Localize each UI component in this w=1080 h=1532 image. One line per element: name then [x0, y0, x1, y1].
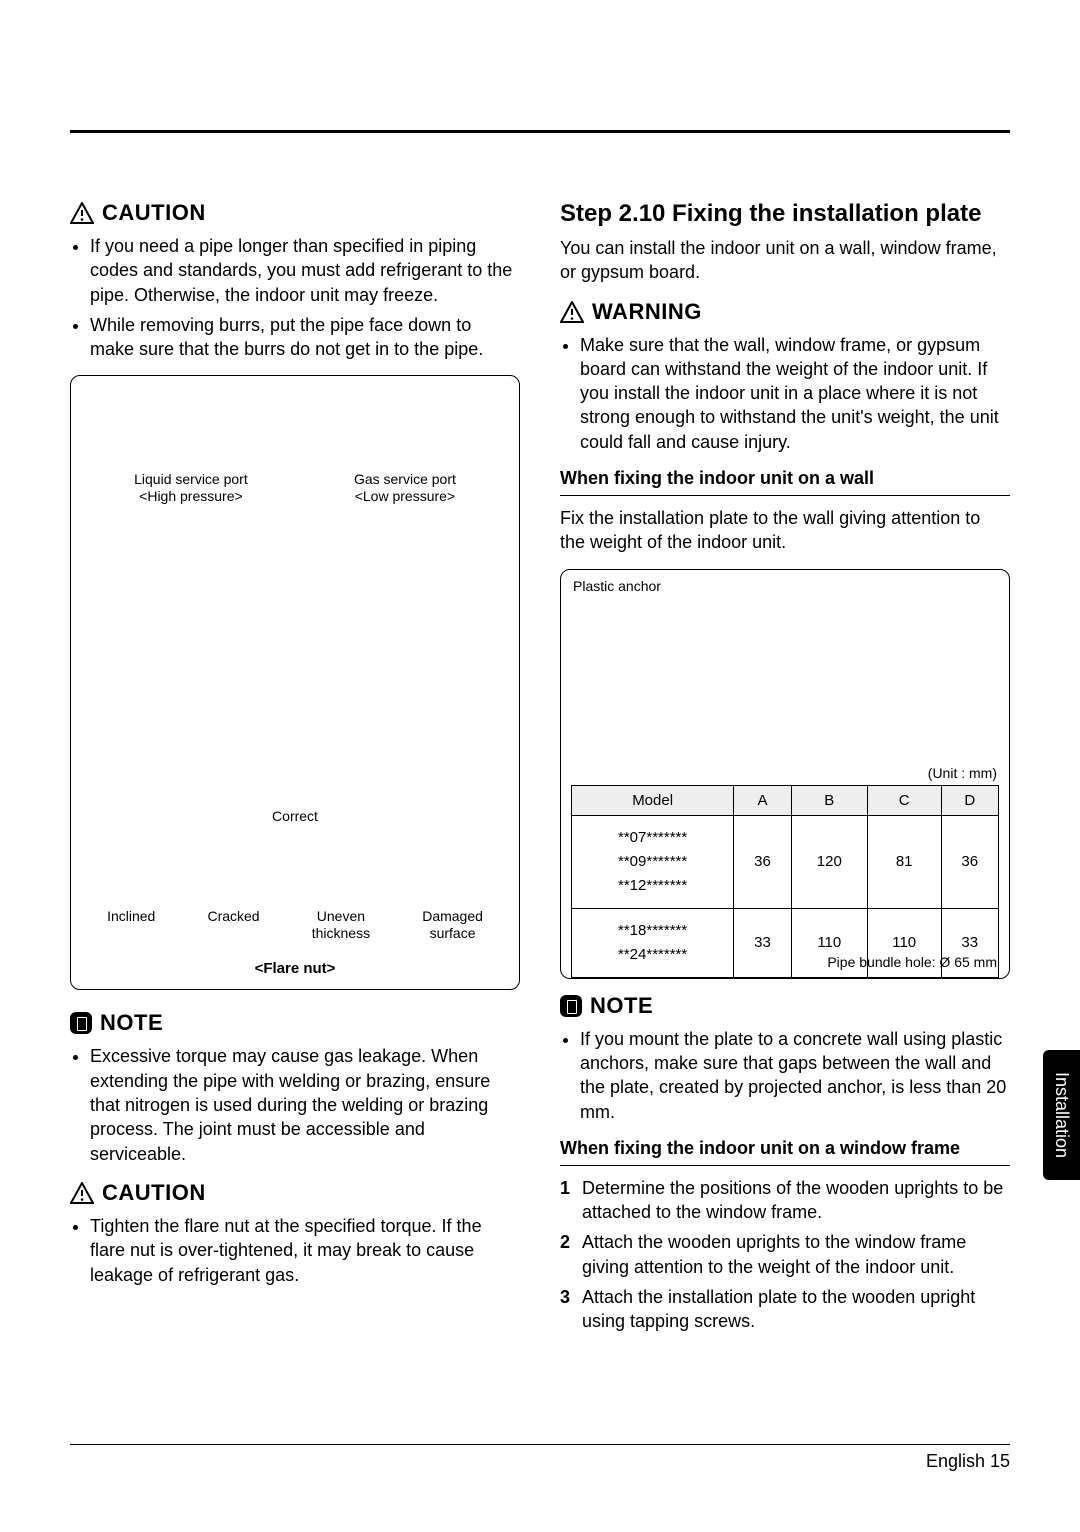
warning-triangle-icon	[560, 301, 584, 323]
td: 33	[734, 908, 791, 977]
damaged-label: Damaged surface	[422, 908, 483, 942]
td: 81	[867, 815, 941, 908]
caution-heading-1: CAUTION	[70, 200, 520, 226]
sub1-text: Fix the installation plate to the wall g…	[560, 506, 1010, 555]
th: C	[867, 785, 941, 815]
page-footer: English 15	[70, 1444, 1010, 1472]
td: 120	[791, 815, 867, 908]
gas-port-label: Gas service port <Low pressure>	[354, 471, 456, 505]
plate-figure: Plastic anchor (Unit : mm) Model A B C D…	[560, 569, 1010, 979]
top-rule	[70, 130, 1010, 133]
label-sub: <High pressure>	[134, 488, 248, 505]
caution-bullets-2: Tighten the flare nut at the specified t…	[70, 1214, 520, 1287]
label: surface	[422, 925, 483, 942]
warning-label: WARNING	[592, 299, 702, 325]
label-sub: <Low pressure>	[354, 488, 456, 505]
window-steps: Determine the positions of the wooden up…	[560, 1176, 1010, 1334]
pipe-bundle-note: Pipe bundle hole: Ø 65 mm	[827, 954, 997, 970]
cracked-label: Cracked	[207, 908, 259, 942]
label: Gas service port	[354, 471, 456, 488]
label: Uneven	[312, 908, 370, 925]
flare-nut-title: <Flare nut>	[71, 960, 519, 977]
td-models: **07*********09*********12*******	[572, 815, 734, 908]
flare-defect-row: Inclined Cracked Uneven thickness Damage…	[81, 908, 509, 942]
table-header-row: Model A B C D	[572, 785, 999, 815]
label: thickness	[312, 925, 370, 942]
note-icon	[70, 1012, 92, 1034]
left-column: CAUTION If you need a pipe longer than s…	[70, 200, 520, 1340]
caution-bullets-1: If you need a pipe longer than specified…	[70, 234, 520, 361]
table-row: **07*********09*********12******* 36 120…	[572, 815, 999, 908]
liquid-port-label: Liquid service port <High pressure>	[134, 471, 248, 505]
bullet: Excessive torque may cause gas leakage. …	[90, 1044, 520, 1165]
side-tab-installation: Installation	[1043, 1050, 1080, 1180]
th: Model	[572, 785, 734, 815]
inclined-label: Inclined	[107, 908, 155, 942]
note-heading: NOTE	[70, 1010, 520, 1036]
th: D	[941, 785, 998, 815]
flare-figure: Liquid service port <High pressure> Gas …	[70, 375, 520, 990]
bullet: Make sure that the wall, window frame, o…	[580, 333, 1010, 454]
label: Liquid service port	[134, 471, 248, 488]
caution-heading-2: CAUTION	[70, 1180, 520, 1206]
warning-heading: WARNING	[560, 299, 1010, 325]
warning-triangle-icon	[70, 202, 94, 224]
caution-label: CAUTION	[102, 1180, 206, 1206]
right-column: Step 2.10 Fixing the installation plate …	[560, 200, 1010, 1340]
sub-heading-window: When fixing the indoor unit on a window …	[560, 1138, 1010, 1166]
td: 36	[941, 815, 998, 908]
bullet: If you need a pipe longer than specified…	[90, 234, 520, 307]
port-labels: Liquid service port <High pressure> Gas …	[81, 471, 509, 505]
note-heading-right: NOTE	[560, 993, 1010, 1019]
note-label: NOTE	[100, 1010, 163, 1036]
note-icon	[560, 995, 582, 1017]
step: Determine the positions of the wooden up…	[560, 1176, 1010, 1225]
sub-heading-wall: When fixing the indoor unit on a wall	[560, 468, 1010, 496]
note-bullets-right: If you mount the plate to a concrete wal…	[560, 1027, 1010, 1124]
unit-label: (Unit : mm)	[928, 765, 997, 781]
bullet: While removing burrs, put the pipe face …	[90, 313, 520, 362]
correct-label: Correct	[71, 808, 519, 824]
anchor-label: Plastic anchor	[573, 578, 661, 594]
step: Attach the installation plate to the woo…	[560, 1285, 1010, 1334]
warning-bullets: Make sure that the wall, window frame, o…	[560, 333, 1010, 454]
main-content: CAUTION If you need a pipe longer than s…	[70, 200, 1010, 1340]
th: B	[791, 785, 867, 815]
dimensions-table: Model A B C D **07*********09*********12…	[571, 785, 999, 978]
uneven-label: Uneven thickness	[312, 908, 370, 942]
intro-text: You can install the indoor unit on a wal…	[560, 236, 1010, 285]
bullet: If you mount the plate to a concrete wal…	[580, 1027, 1010, 1124]
step-title: Step 2.10 Fixing the installation plate	[560, 200, 1010, 228]
label: Damaged	[422, 908, 483, 925]
note-bullets: Excessive torque may cause gas leakage. …	[70, 1044, 520, 1165]
caution-label: CAUTION	[102, 200, 206, 226]
td-models: **18*********24*******	[572, 908, 734, 977]
bullet: Tighten the flare nut at the specified t…	[90, 1214, 520, 1287]
td: 36	[734, 815, 791, 908]
th: A	[734, 785, 791, 815]
warning-triangle-icon	[70, 1182, 94, 1204]
step: Attach the wooden uprights to the window…	[560, 1230, 1010, 1279]
note-label: NOTE	[590, 993, 653, 1019]
